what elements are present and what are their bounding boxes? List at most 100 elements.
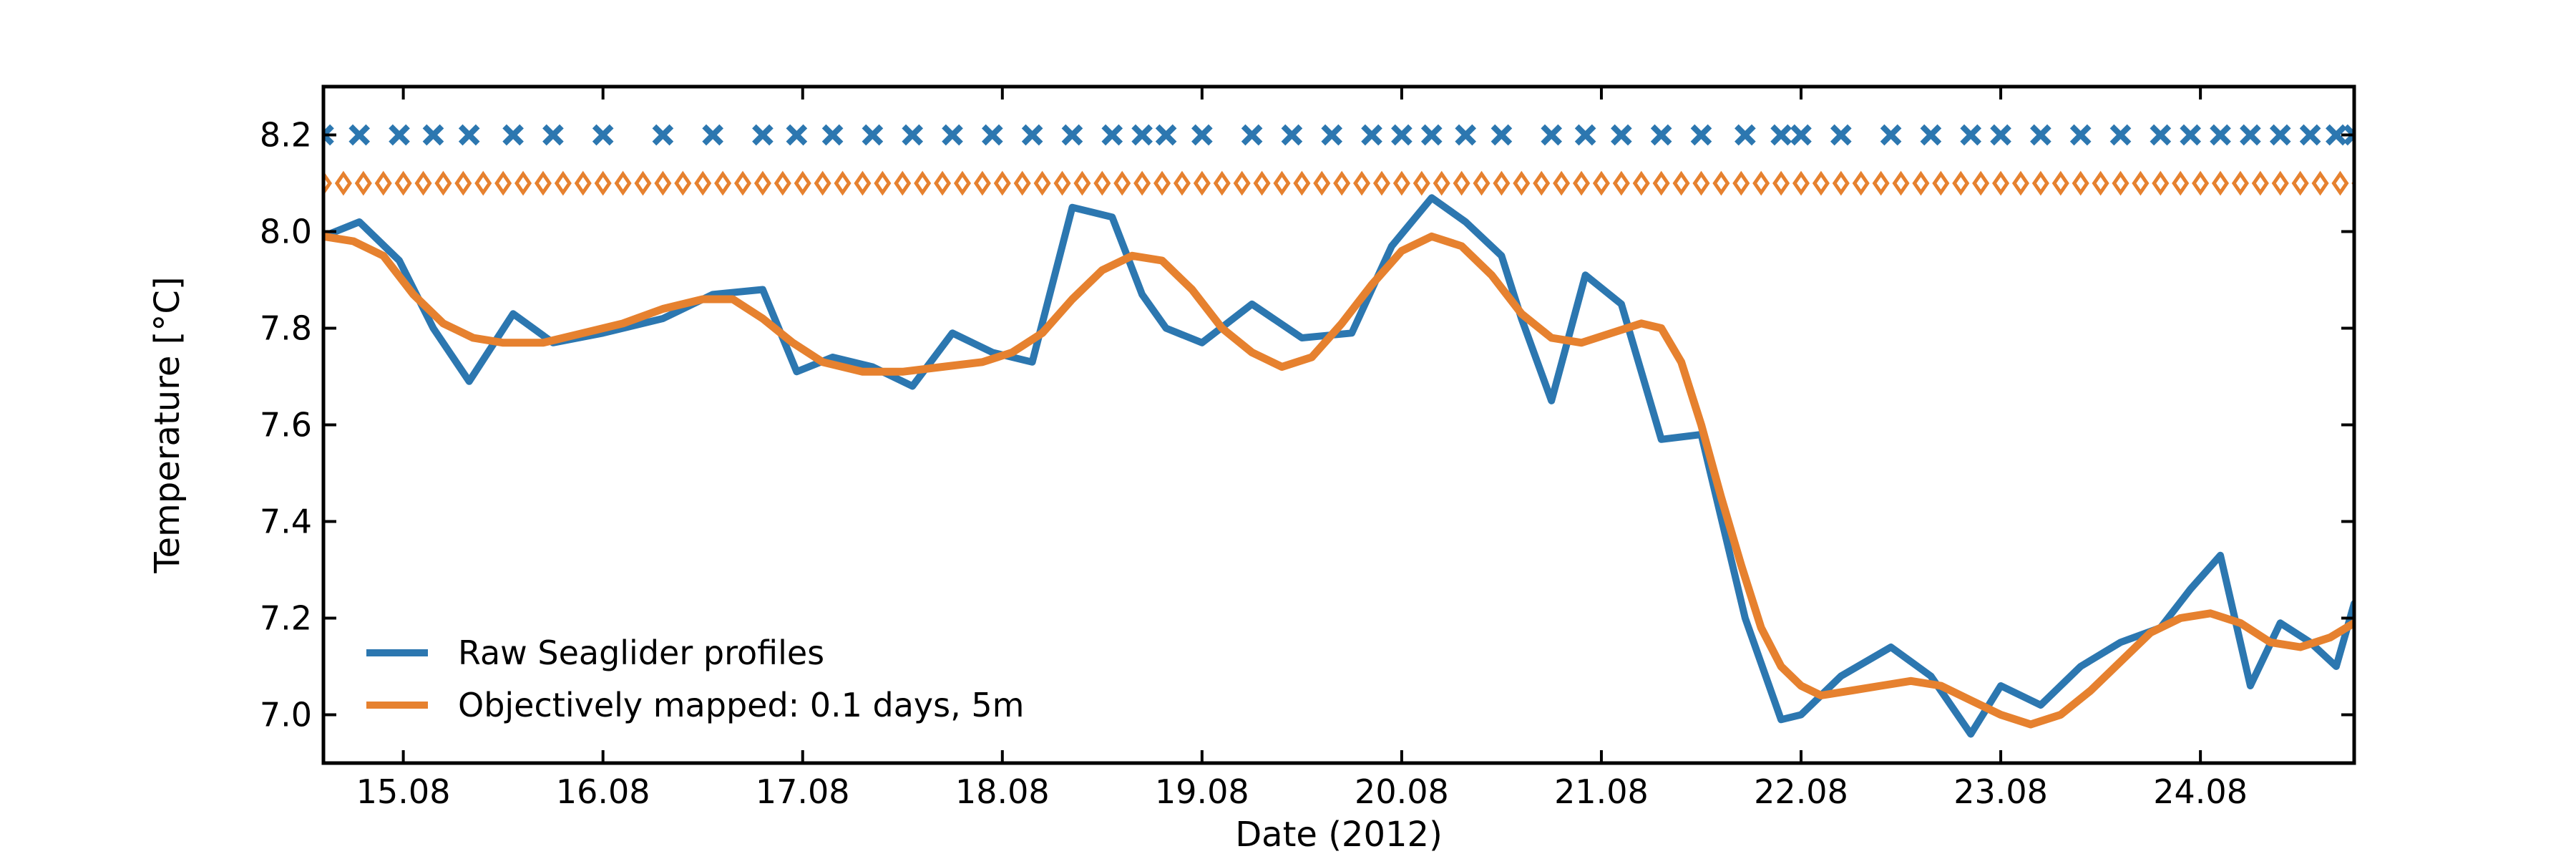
grid-diamond-marker — [2031, 170, 2049, 196]
profile-x-marker — [1735, 124, 1756, 146]
grid-diamond-marker — [594, 170, 612, 196]
grid-diamond-marker — [2092, 170, 2109, 196]
profile-x-stroke — [1281, 124, 1303, 146]
profile-x-marker — [1880, 124, 1902, 146]
grid-diamond-marker — [854, 170, 872, 196]
profile-x-stroke — [702, 124, 723, 146]
x-tick-label: 20.08 — [1355, 772, 1449, 811]
profile-x-stroke — [1361, 124, 1382, 146]
profile-x-marker — [652, 124, 674, 146]
x-tick-label: 19.08 — [1155, 772, 1249, 811]
x-tick-label: 21.08 — [1554, 772, 1649, 811]
grid-diamond-marker — [993, 170, 1011, 196]
profile-x-marker — [2326, 124, 2347, 146]
series-layer — [323, 194, 2354, 738]
profile-x-marker — [1241, 124, 1263, 146]
grid-diamond-marker — [1073, 170, 1091, 196]
profile-x-stroke — [2180, 124, 2202, 146]
grid-diamond-marker — [1992, 170, 2010, 196]
grid-diamond-marker — [1313, 170, 1331, 196]
profile-x-marker — [862, 124, 884, 146]
grid-diamond-marker — [394, 170, 412, 196]
profile-x-stroke — [786, 124, 808, 146]
grid-diamond-marker — [414, 170, 432, 196]
grid-diamond-marker — [1113, 170, 1131, 196]
grid-diamond-marker — [374, 170, 392, 196]
profile-x-marker — [1061, 124, 1083, 146]
legend-label-mapped: Objectively mapped: 0.1 days, 5m — [458, 686, 1024, 724]
profile-x-marker — [1361, 124, 1382, 146]
profile-x-marker — [1650, 124, 1672, 146]
grid-diamond-marker — [934, 170, 952, 196]
profile-x-stroke — [1880, 124, 1902, 146]
grid-diamond-marker — [1153, 170, 1171, 196]
profile-x-marker — [1191, 124, 1213, 146]
grid-diamond-marker — [774, 170, 791, 196]
grid-diamond-marker — [2192, 170, 2210, 196]
profile-x-marker — [502, 124, 524, 146]
profile-x-stroke — [1574, 124, 1596, 146]
profile-x-stroke — [1131, 124, 1153, 146]
grid-diamond-marker — [1453, 170, 1470, 196]
grid-diamond-marker — [514, 170, 532, 196]
profile-x-stroke — [1611, 124, 1632, 146]
grid-diamond-marker — [1372, 170, 1391, 196]
profile-x-marker — [902, 124, 924, 146]
y-tick-label: 7.0 — [260, 696, 312, 734]
grid-diamond-marker — [2251, 170, 2269, 196]
grid-diamond-marker — [1932, 170, 1950, 196]
profile-x-marker — [1611, 124, 1632, 146]
profile-x-stroke — [1155, 124, 1177, 146]
grid-diamond-marker — [1872, 170, 1890, 196]
profile-x-stroke — [1491, 124, 1513, 146]
profile-x-stroke — [2150, 124, 2172, 146]
grid-diamond-marker — [2112, 170, 2129, 196]
profile-x-stroke — [2210, 124, 2231, 146]
grid-diamond-marker — [1513, 170, 1531, 196]
profile-x-marker — [1281, 124, 1303, 146]
profile-x-marker — [702, 124, 723, 146]
grid-diamond-marker — [323, 170, 333, 196]
y-axis-label: Temperature [°C] — [147, 276, 187, 573]
profile-x-marker — [1131, 124, 1153, 146]
profile-x-marker — [389, 124, 410, 146]
y-tick-label: 7.2 — [260, 599, 312, 638]
grid-diamond-marker — [1053, 170, 1071, 196]
grid-diamond-marker — [654, 170, 672, 196]
y-tick-label: 8.2 — [260, 116, 312, 155]
grid-diamond-marker — [1772, 170, 1790, 196]
profile-x-marker — [2299, 124, 2321, 146]
profile-x-marker — [2180, 124, 2202, 146]
grid-diamond-marker — [1832, 170, 1850, 196]
grid-diamond-marker — [1672, 170, 1690, 196]
profile-x-stroke — [1690, 124, 1712, 146]
profile-x-stroke — [2343, 124, 2354, 140]
grid-diamond-marker — [874, 170, 892, 196]
profile-x-stroke — [1735, 124, 1756, 146]
grid-diamond-marker — [1493, 170, 1511, 196]
y-tick-label: 8.0 — [260, 213, 312, 251]
profile-x-stroke — [1191, 124, 1213, 146]
grid-diamond-marker — [1193, 170, 1211, 196]
grid-diamond-marker — [574, 170, 592, 196]
grid-diamond-marker — [714, 170, 732, 196]
profile-x-stroke — [422, 124, 444, 146]
grid-diamond-marker — [1792, 170, 1810, 196]
grid-diamond-marker — [534, 170, 552, 196]
grid-diamond-marker — [614, 170, 632, 196]
profile-x-marker — [1101, 124, 1123, 146]
profile-x-marker — [2269, 124, 2291, 146]
profile-x-stroke — [1990, 124, 2011, 146]
grid-diamond-marker — [354, 170, 372, 196]
grid-diamond-marker — [2072, 170, 2089, 196]
profile-x-marker — [1960, 124, 1982, 146]
grid-diamond-marker — [914, 170, 932, 196]
profile-x-stroke — [389, 124, 410, 146]
profile-x-marker — [2109, 124, 2132, 146]
series-line-raw — [323, 194, 2354, 738]
grid-diamond-marker — [2132, 170, 2150, 196]
profile-x-stroke — [942, 124, 963, 146]
y-tick-label: 7.4 — [260, 503, 312, 541]
x-tick-label: 17.08 — [756, 772, 850, 811]
profile-x-stroke — [458, 124, 480, 146]
